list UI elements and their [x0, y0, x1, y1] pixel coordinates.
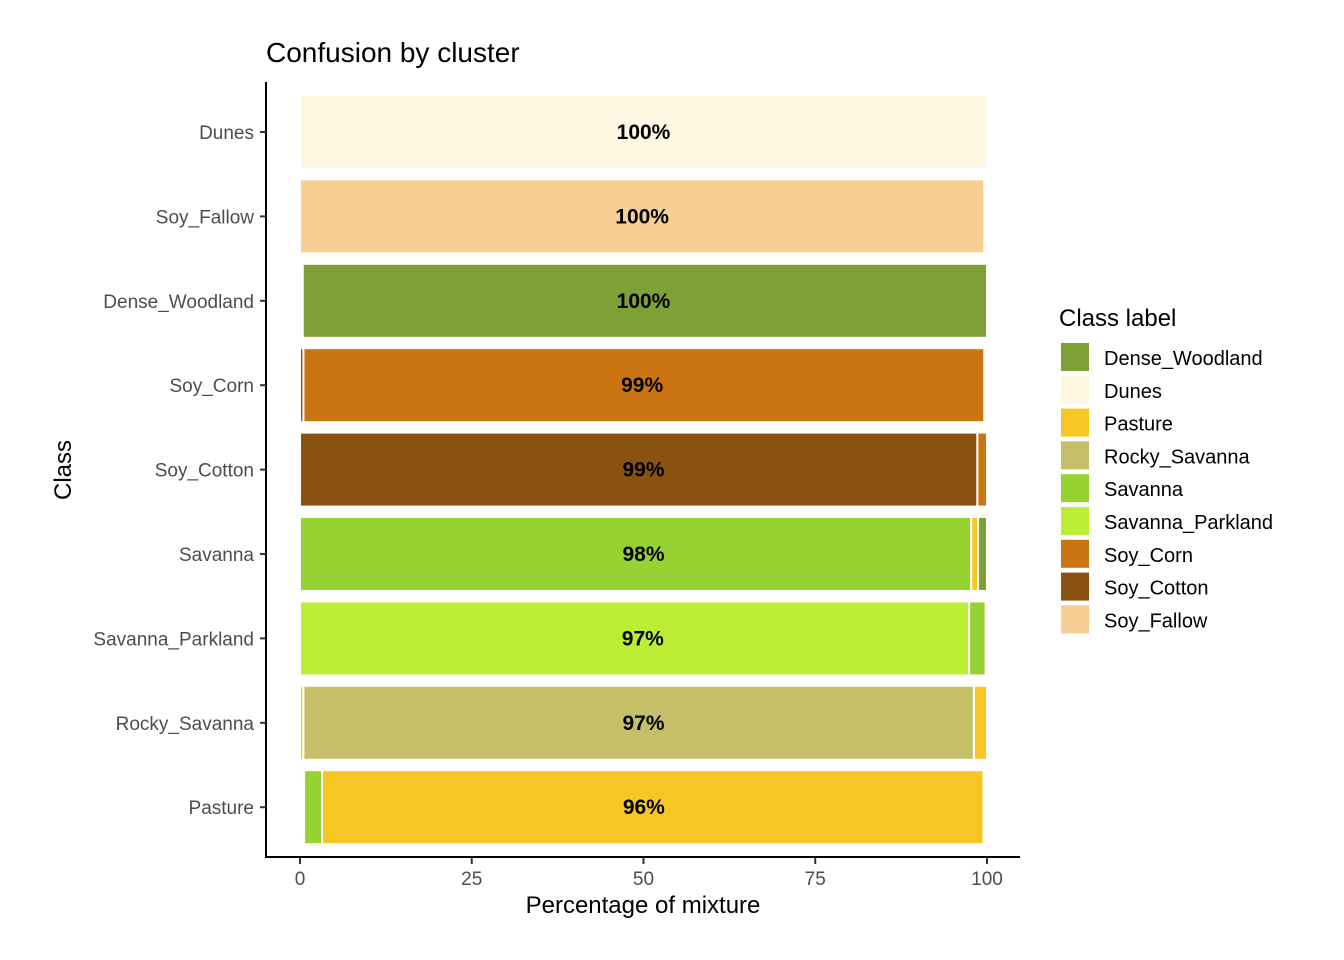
- legend-item: Savanna: [1061, 474, 1184, 503]
- legend-swatch: [1061, 408, 1089, 437]
- bar-value-label: 98%: [622, 543, 664, 566]
- legend-label: Soy_Fallow: [1104, 610, 1208, 632]
- bar-segment: [299, 178, 986, 255]
- bar-value-label: 97%: [622, 712, 664, 735]
- bar-row: 97%: [299, 684, 989, 761]
- y-tick-label: Dense_Woodland: [103, 292, 254, 313]
- y-axis-title: Class: [50, 440, 77, 500]
- legend-swatch: [1061, 507, 1089, 535]
- legend-label: Pasture: [1104, 414, 1173, 436]
- bar-row: 100%: [299, 262, 988, 339]
- bar-value-label: 100%: [615, 205, 669, 228]
- x-ticks: 0 25 50 75 100: [295, 858, 1003, 890]
- y-tick-label: Savanna_Parkland: [93, 629, 254, 650]
- bar-segment: [972, 684, 989, 761]
- bar-segment: [299, 94, 988, 170]
- bar-row: 99%: [299, 347, 986, 424]
- legend-label: Dense_Woodland: [1104, 348, 1263, 370]
- bar-row: 100%: [299, 178, 986, 255]
- legend-label: Soy_Corn: [1104, 545, 1193, 567]
- bar-segment: [320, 769, 985, 846]
- legend-swatch: [1061, 441, 1089, 470]
- bar-value-label: 99%: [622, 459, 664, 482]
- bar-segment: [977, 516, 989, 592]
- legend-label: Savanna: [1104, 479, 1184, 501]
- bar-segment: [970, 516, 980, 592]
- x-tick-label: 50: [633, 869, 654, 890]
- x-tick-label: 100: [971, 869, 1003, 890]
- legend-swatch: [1061, 343, 1089, 371]
- bar-segment: [299, 516, 973, 592]
- legend-label: Savanna_Parkland: [1104, 512, 1273, 534]
- chart-title: Confusion by cluster: [266, 37, 520, 68]
- legend-item: Rocky_Savanna: [1061, 441, 1251, 470]
- x-tick-label: 25: [461, 869, 482, 890]
- y-tick-label: Soy_Cotton: [155, 461, 254, 482]
- bar-value-label: 100%: [617, 121, 671, 144]
- y-tick-label: Soy_Fallow: [156, 207, 254, 228]
- legend-item: Savanna_Parkland: [1061, 507, 1273, 535]
- bar-segment: [968, 600, 987, 677]
- y-tick-label: Soy_Corn: [170, 376, 255, 397]
- legend-item: Dunes: [1061, 375, 1162, 404]
- bar-value-label: 99%: [621, 374, 663, 397]
- bar-row: 99%: [299, 431, 989, 508]
- x-tick-label: 0: [295, 869, 306, 890]
- legend-item: Soy_Corn: [1061, 539, 1193, 568]
- x-tick-label: 75: [805, 869, 826, 890]
- y-tick-label: Dunes: [199, 123, 254, 144]
- y-tick-label: Pasture: [189, 798, 254, 819]
- legend-items: Dense_Woodland Dunes Pasture Rocky_Savanna S…: [1061, 343, 1273, 634]
- bar-value-label: 96%: [623, 796, 665, 819]
- bar-row: 100%: [299, 94, 988, 170]
- legend-label: Dunes: [1104, 381, 1162, 403]
- bar-segment: [299, 431, 979, 508]
- legend-item: Soy_Fallow: [1061, 605, 1208, 634]
- legend-swatch: [1061, 539, 1089, 568]
- y-ticks: Dunes Soy_Fallow Dense_Woodland Soy_Corn Soy…: [93, 123, 266, 819]
- x-axis-title: Percentage of mixture: [526, 892, 761, 919]
- bar-segment: [299, 600, 971, 677]
- legend-swatch: [1061, 375, 1089, 404]
- bar-row: 98%: [299, 516, 989, 592]
- legend-title: Class label: [1059, 305, 1176, 332]
- legend-label: Rocky_Savanna: [1104, 446, 1251, 468]
- bar-segment: [302, 347, 986, 424]
- legend-swatch: [1061, 572, 1089, 601]
- bar-segment: [976, 431, 989, 508]
- bar-row: 96%: [303, 769, 985, 846]
- legend-swatch: [1061, 474, 1089, 503]
- legend-label: Soy_Cotton: [1104, 578, 1209, 600]
- legend-item: Pasture: [1061, 408, 1173, 437]
- legend: Class label Dense_Woodland Dunes Pasture Ro…: [1059, 305, 1273, 634]
- legend-item: Soy_Cotton: [1061, 572, 1209, 601]
- legend-item: Dense_Woodland: [1061, 343, 1263, 371]
- bar-segment: [303, 769, 323, 846]
- bar-segment: [301, 262, 988, 339]
- legend-swatch: [1061, 605, 1089, 634]
- bar-value-label: 97%: [622, 627, 664, 650]
- y-tick-label: Rocky_Savanna: [116, 714, 255, 735]
- bar-value-label: 100%: [617, 290, 671, 313]
- bar-area: 100% 100% 100% 99% 99% 98% 97% 97% 96%: [299, 94, 989, 846]
- bar-row: 97%: [299, 600, 987, 677]
- y-tick-label: Savanna: [179, 545, 254, 566]
